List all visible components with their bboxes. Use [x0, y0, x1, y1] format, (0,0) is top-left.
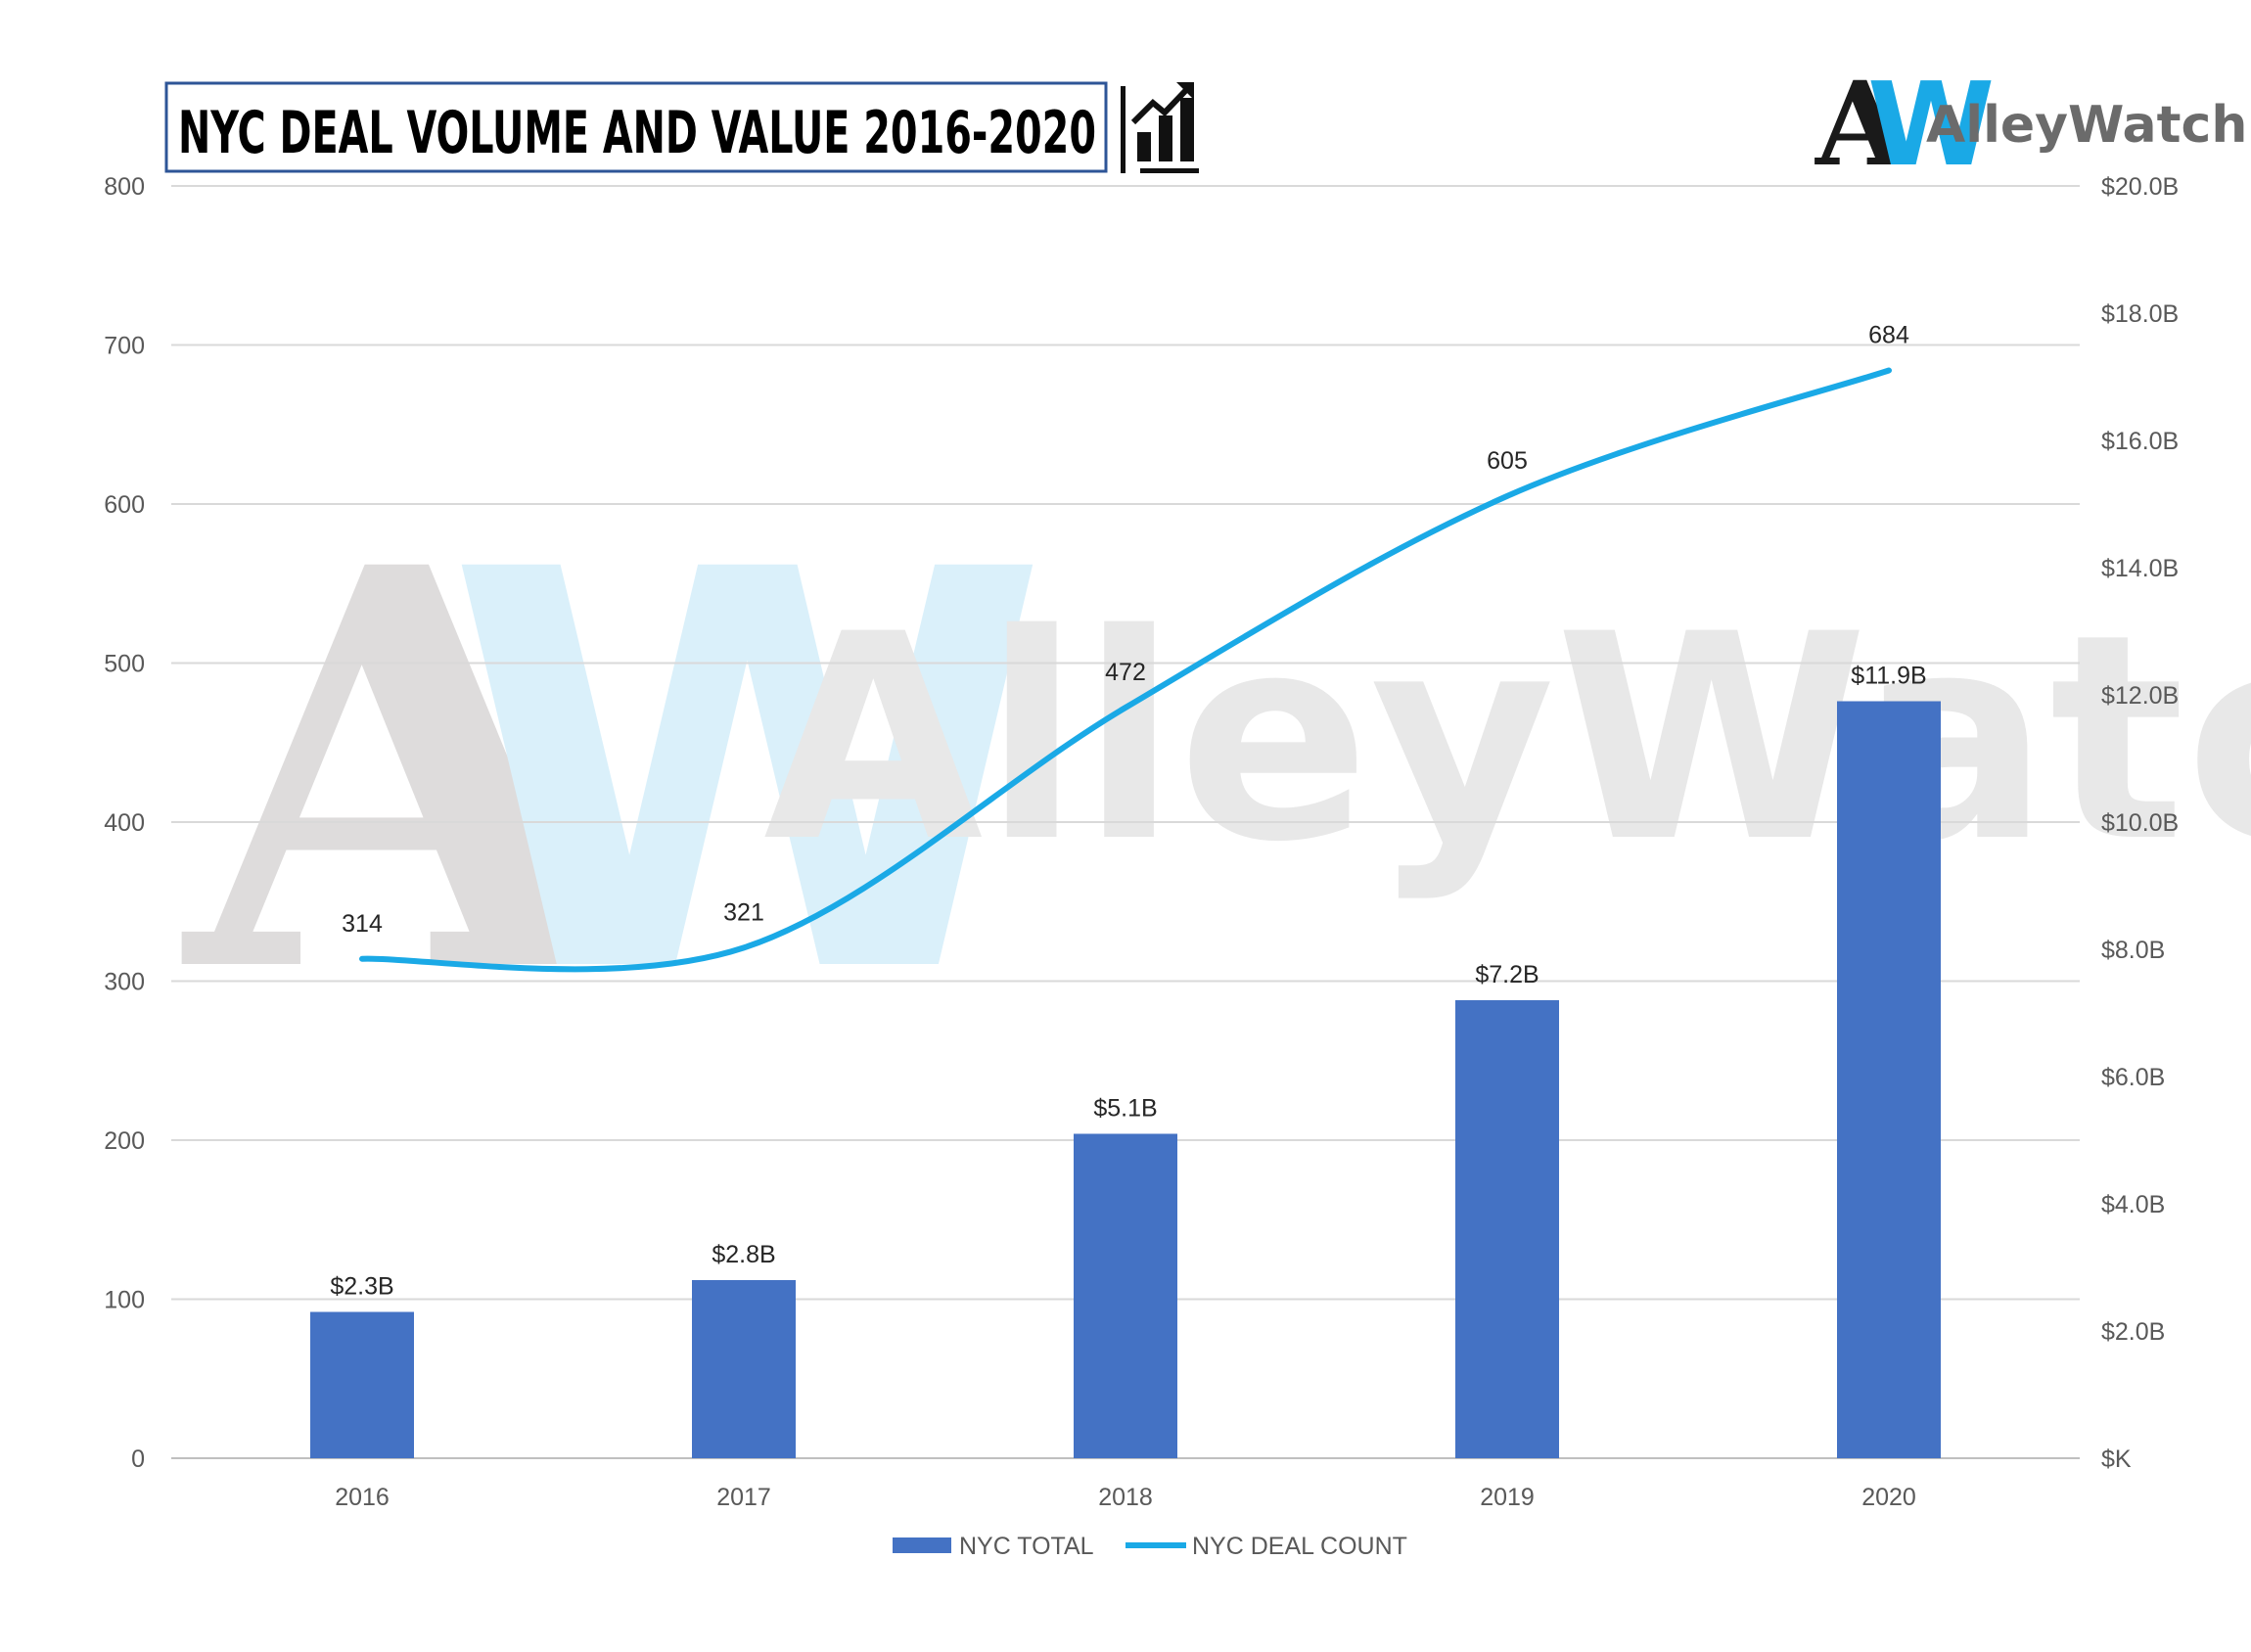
left-axis-tick-label: 500 [104, 651, 145, 678]
right-axis-tick-label: $4.0B [2101, 1191, 2165, 1218]
watermark: A W AlleyWatch [177, 450, 2251, 1094]
right-axis-tick-label: $10.0B [2101, 809, 2179, 837]
bar-data-label: $2.8B [712, 1241, 775, 1268]
bar [1074, 1133, 1177, 1458]
bar-data-label: $11.9B [1851, 663, 1926, 690]
right-axis: $K $2.0B $4.0B $6.0B $8.0B $10.0B $12.0B $14.0B… [2101, 173, 2179, 1473]
bar [1455, 1000, 1559, 1458]
bar-data-labels: $2.3B $2.8B $5.1B $7.2B $11.9B [330, 663, 1926, 1301]
chart-title-group: NYC DEAL VOLUME AND VALUE 2016-2020 [164, 81, 1199, 173]
x-axis-tick-label: 2016 [335, 1484, 390, 1511]
line-data-label: 684 [1868, 322, 1909, 349]
right-axis-tick-label: $14.0B [2101, 555, 2179, 582]
brand-name: AlleyWatch [1926, 96, 2247, 155]
x-axis-tick-label: 2017 [716, 1484, 771, 1511]
left-axis-tick-label: 200 [104, 1127, 145, 1155]
line-data-label: 314 [342, 910, 383, 938]
legend-swatch-bar [893, 1537, 951, 1553]
bar [692, 1280, 796, 1458]
left-axis-tick-label: 0 [131, 1446, 145, 1473]
x-axis-tick-label: 2019 [1480, 1484, 1535, 1511]
x-axis-tick-label: 2020 [1861, 1484, 1916, 1511]
left-axis-tick-label: 100 [104, 1287, 145, 1314]
watermark-brand-name: AlleyWatch [763, 574, 2251, 904]
watermark-logo-w: W [445, 456, 1050, 1094]
brand-logo-w: W [1867, 57, 1995, 192]
left-axis: 0 100 200 300 400 500 600 700 800 [104, 173, 145, 1473]
legend-label-nyc-deal-count: NYC DEAL COUNT [1192, 1533, 1407, 1560]
bar-series-nyc-total [310, 701, 1941, 1458]
left-axis-tick-label: 800 [104, 173, 145, 201]
line-data-label: 472 [1105, 659, 1146, 686]
watermark-logo-a: A [177, 450, 622, 1094]
right-axis-tick-label: $2.0B [2101, 1318, 2165, 1346]
right-axis-tick-label: $18.0B [2101, 300, 2179, 328]
left-axis-tick-label: 400 [104, 809, 145, 837]
line-series-nyc-deal-count [359, 367, 1892, 973]
growth-chart-icon [1121, 82, 1199, 173]
brand-logo-a: A [1815, 56, 1906, 192]
right-axis-tick-label: $K [2101, 1446, 2132, 1473]
left-axis-tick-label: 600 [104, 491, 145, 519]
bar-data-label: $7.2B [1475, 961, 1539, 988]
right-axis-tick-label: $6.0B [2101, 1064, 2165, 1091]
legend-label-nyc-total: NYC TOTAL [959, 1533, 1094, 1560]
right-axis-tick-label: $8.0B [2101, 937, 2165, 964]
bar [310, 1311, 414, 1458]
title-box [164, 81, 1108, 173]
line-data-label: 321 [723, 898, 764, 926]
alleywatch-logo: A W AlleyWatch [1815, 56, 2247, 192]
gridlines [171, 185, 2080, 1459]
deal-count-line [359, 367, 1892, 973]
bar [1837, 701, 1941, 1458]
chart-title: NYC DEAL VOLUME AND VALUE 2016-2020 [178, 99, 1096, 167]
line-data-labels: 314 321 472 605 684 [342, 322, 1909, 938]
x-axis: 2016 2017 2018 2019 2020 [335, 1484, 1916, 1511]
line-data-label: 605 [1487, 447, 1528, 475]
right-axis-tick-label: $12.0B [2101, 682, 2179, 710]
x-axis-tick-label: 2018 [1098, 1484, 1153, 1511]
right-axis-tick-label: $16.0B [2101, 428, 2179, 455]
bar-data-label: $2.3B [330, 1273, 393, 1301]
legend: NYC TOTAL NYC DEAL COUNT [893, 1533, 1407, 1560]
bar-data-label: $5.1B [1093, 1095, 1157, 1123]
right-axis-tick-label: $20.0B [2101, 173, 2179, 201]
left-axis-tick-label: 300 [104, 969, 145, 996]
left-axis-tick-label: 700 [104, 333, 145, 360]
